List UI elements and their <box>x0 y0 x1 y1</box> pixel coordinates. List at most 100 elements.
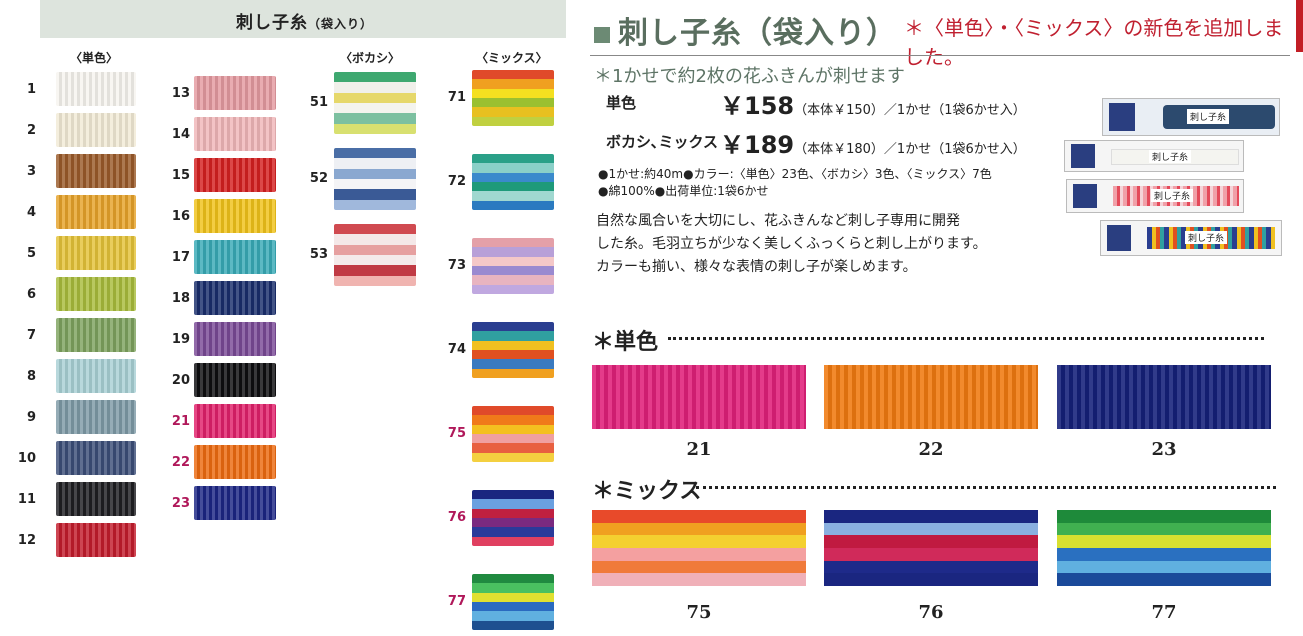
color-swatch <box>56 482 136 516</box>
swatch-number: 6 <box>26 287 36 302</box>
stripe-band <box>1057 510 1271 523</box>
color-swatch <box>56 441 136 475</box>
stripe-swatch <box>472 238 554 294</box>
stripe-band <box>472 443 554 453</box>
thread-texture <box>56 523 136 557</box>
stripe-band <box>472 107 554 117</box>
stripe-swatch <box>472 490 554 546</box>
stripe-band <box>472 499 554 509</box>
stripe-band <box>334 254 416 266</box>
thread-texture <box>56 318 136 352</box>
stripe-band <box>824 547 1038 561</box>
color-swatch <box>56 277 136 311</box>
stripe-band <box>472 247 554 257</box>
stripe-band <box>472 368 554 378</box>
stripe-band <box>472 527 554 537</box>
swatch-number: 3 <box>26 164 36 179</box>
color-swatch <box>56 154 136 188</box>
stripe-band <box>472 284 554 294</box>
stripe-band <box>472 517 554 528</box>
swatch-number-big: 23 <box>1151 439 1177 460</box>
color-swatch <box>194 199 276 233</box>
swatch-number: 1 <box>26 82 36 97</box>
stripe-band <box>334 244 416 255</box>
swatch-number: 5 <box>26 246 36 261</box>
color-swatch <box>194 363 276 397</box>
stripe-band <box>824 560 1038 574</box>
swatch-number: 77 <box>447 594 466 609</box>
package-2: 刺し子糸 <box>1064 140 1244 172</box>
stripe-band <box>824 522 1038 536</box>
price-mix: ￥189（本体￥180）／1かせ（1袋6かせ入） <box>720 131 1026 159</box>
swatch-number: 11 <box>17 492 36 507</box>
swatch-number: 16 <box>171 209 190 224</box>
stripe-band <box>1057 560 1271 574</box>
swatch-number: 4 <box>26 205 36 220</box>
section-dots-mix <box>696 486 1276 489</box>
color-swatch <box>194 445 276 479</box>
stripe-band <box>472 256 554 266</box>
package-label: 刺し子糸 <box>1185 231 1228 244</box>
stripe-band <box>472 433 554 444</box>
color-swatch <box>56 72 136 106</box>
stripe-band <box>472 331 554 341</box>
thread-texture <box>194 404 276 438</box>
thread-texture <box>194 363 276 397</box>
stripe-band <box>334 275 416 286</box>
stripe-band <box>472 611 554 621</box>
stripe-band <box>824 510 1038 523</box>
thread-texture <box>56 195 136 229</box>
stripe-band <box>472 349 554 360</box>
thread-texture <box>824 365 1038 429</box>
package-tag-icon <box>1109 103 1135 131</box>
stripe-band <box>1057 547 1271 561</box>
thread-texture <box>194 240 276 274</box>
swatch-number: 14 <box>171 127 190 142</box>
mix-big-swatch <box>824 510 1038 586</box>
stripe-band <box>334 123 416 134</box>
stripe-band <box>472 79 554 89</box>
stripe-band <box>472 275 554 285</box>
stripe-band <box>334 224 416 235</box>
thread-texture <box>194 158 276 192</box>
swatch-number: 9 <box>26 410 36 425</box>
swatch-number-big: 21 <box>686 439 712 460</box>
stripe-band <box>1057 573 1271 586</box>
swatch-number: 22 <box>171 455 190 470</box>
swatch-number: 7 <box>26 328 36 343</box>
stripe-band <box>472 452 554 462</box>
stripe-swatch <box>334 72 416 134</box>
col-head-mix: 〈ミックス〉 <box>476 51 548 65</box>
stripe-band <box>592 522 806 536</box>
stripe-band <box>334 72 416 83</box>
thread-texture <box>56 359 136 393</box>
package-tag-icon <box>1071 144 1095 168</box>
swatch-number-big: 22 <box>918 439 944 460</box>
stripe-band <box>334 189 416 200</box>
swatch-number: 2 <box>26 123 36 138</box>
stripe-band <box>334 265 416 276</box>
package-1: 刺し子糸 <box>1102 98 1280 136</box>
left-title: 刺し子糸（袋入り） <box>236 13 374 33</box>
stripe-band <box>334 113 416 124</box>
stripe-band <box>472 592 554 602</box>
stripe-band <box>334 92 416 103</box>
swatch-number: 8 <box>26 369 36 384</box>
swatch-number: 12 <box>17 533 36 548</box>
price-label-mix: ボカシ､ミックス <box>606 133 719 151</box>
solid-big-swatch <box>592 365 806 429</box>
stripe-band <box>334 199 416 210</box>
thread-texture <box>56 277 136 311</box>
stripe-band <box>472 97 554 108</box>
color-swatch <box>194 486 276 520</box>
thread-texture <box>56 72 136 106</box>
swatch-number: 21 <box>171 414 190 429</box>
stripe-band <box>472 154 554 164</box>
stripe-band <box>1057 535 1271 548</box>
stripe-swatch <box>472 574 554 630</box>
section-dots-solid <box>668 337 1264 340</box>
stripe-band <box>472 620 554 630</box>
stripe-band <box>472 406 554 416</box>
color-swatch <box>194 322 276 356</box>
desc-line-3: カラーも揃い、様々な表情の刺し子が楽しめます。 <box>596 259 917 275</box>
